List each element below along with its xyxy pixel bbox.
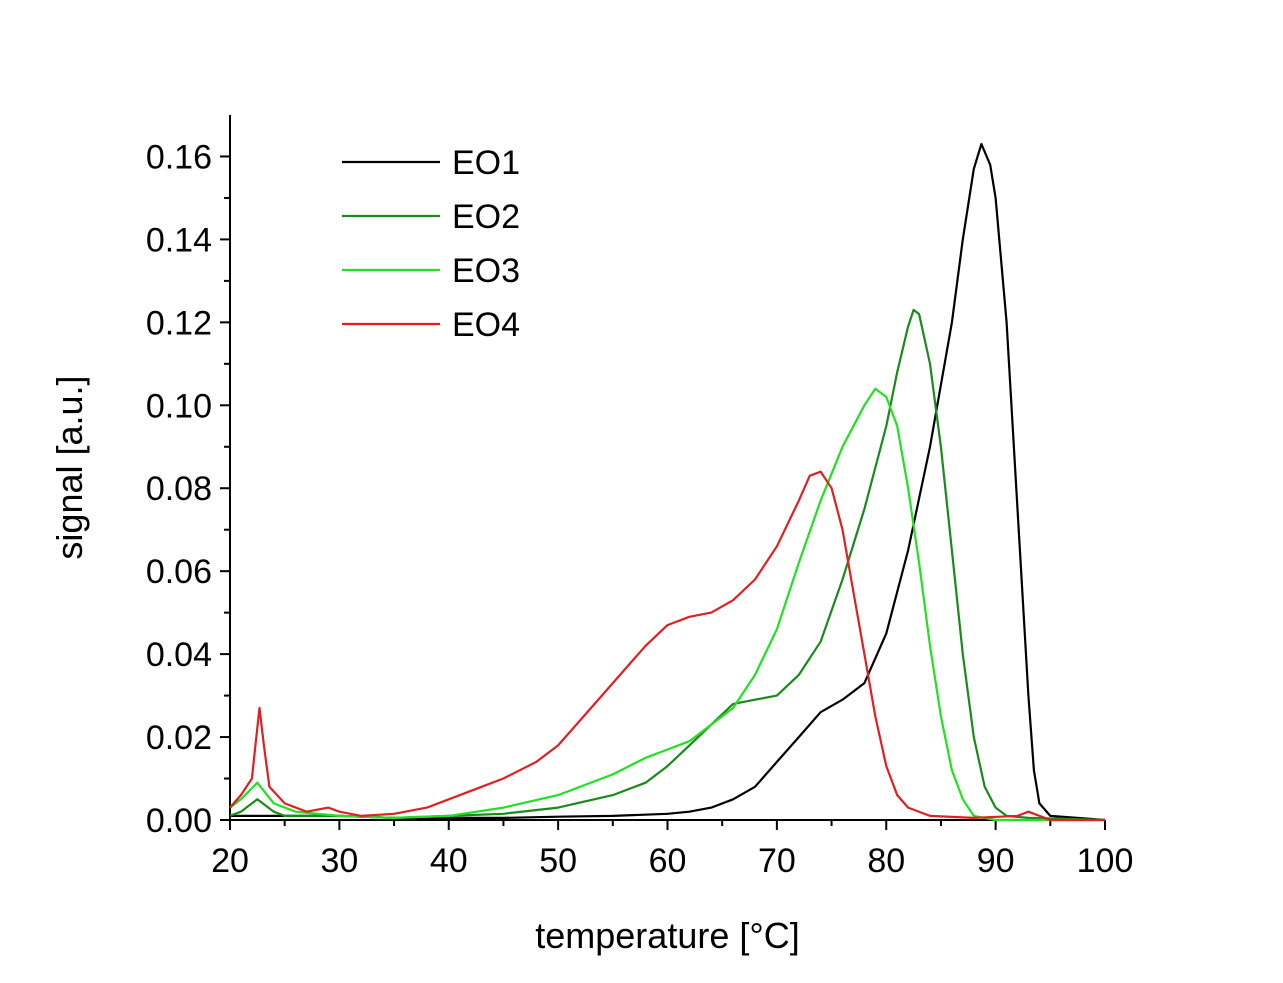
- x-tick-label: 50: [539, 842, 577, 880]
- x-tick-label: 80: [867, 842, 905, 880]
- series-layer: [229, 142, 1106, 822]
- plot-frame: [229, 115, 1105, 821]
- series-line-eo2: [229, 308, 1106, 822]
- y-axis-title: signal [a.u.]: [49, 375, 90, 559]
- y-tick-label: 0.10: [146, 387, 212, 425]
- y-tick-label: 0.06: [146, 553, 212, 591]
- y-axis: 0.00 0.02 0.04 0.06 0.08 0.10 0.12 0.14 0.16: [146, 138, 230, 840]
- x-tick-label: 100: [1077, 842, 1134, 880]
- x-tick-label: 40: [430, 842, 468, 880]
- x-tick-label: 20: [211, 842, 249, 880]
- y-tick-label: 0.16: [146, 138, 212, 176]
- legend-label-eo1: EO1: [452, 144, 520, 182]
- y-tick-label: 0.08: [146, 470, 212, 508]
- series-line-eo3: [229, 387, 1105, 822]
- legend-label-eo3: EO3: [452, 252, 520, 290]
- legend: EO1 EO2 EO3 EO4: [342, 144, 520, 344]
- y-tick-label: 0.14: [146, 221, 212, 259]
- x-tick-label: 70: [758, 842, 796, 880]
- x-tick-label: 60: [649, 842, 687, 880]
- x-axis: 20 30 40 50 60 70 80 90 100: [211, 820, 1133, 880]
- y-tick-label: 0.02: [146, 719, 212, 757]
- legend-label-eo4: EO4: [452, 306, 520, 344]
- x-tick-label: 90: [977, 842, 1015, 880]
- series-line-eo1: [230, 142, 1106, 822]
- x-axis-title: temperature [°C]: [535, 915, 800, 956]
- legend-label-eo2: EO2: [452, 198, 520, 236]
- x-tick-label: 30: [320, 842, 358, 880]
- y-tick-label: 0.12: [146, 304, 212, 342]
- y-tick-label: 0.00: [146, 802, 212, 840]
- y-tick-label: 0.04: [146, 636, 212, 674]
- series-line-eo4: [229, 470, 1105, 822]
